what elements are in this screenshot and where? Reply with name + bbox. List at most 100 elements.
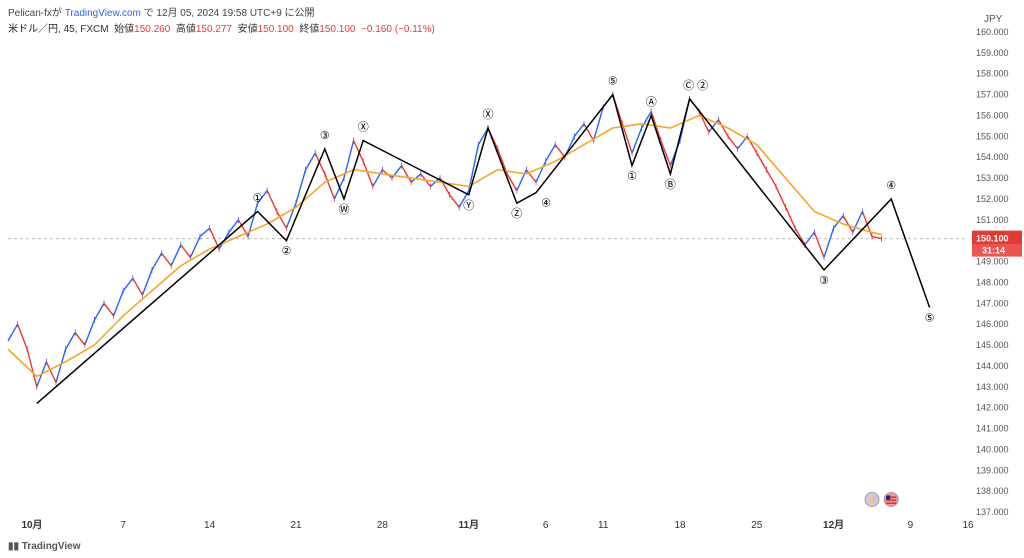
svg-text:28: 28 — [377, 520, 389, 531]
wave-label: Ⓑ — [665, 178, 676, 191]
svg-text:10月: 10月 — [21, 519, 42, 531]
price-segment — [757, 153, 767, 170]
svg-text:140.000: 140.000 — [976, 444, 1009, 454]
svg-text:25: 25 — [751, 520, 763, 531]
svg-text:141.000: 141.000 — [976, 424, 1009, 434]
svg-text:146.000: 146.000 — [976, 319, 1009, 329]
price-segment — [363, 161, 373, 186]
price-segment — [661, 141, 671, 166]
svg-text:7: 7 — [120, 520, 126, 531]
price-segment — [46, 362, 56, 383]
svg-text:137.000: 137.000 — [976, 507, 1009, 517]
x-tick: 21 — [290, 520, 302, 531]
price-segment — [8, 324, 18, 341]
price-segment — [286, 203, 296, 228]
wave-label: ④ — [541, 198, 551, 210]
price-segment — [766, 170, 776, 187]
wave-label: Ⓧ — [483, 108, 494, 121]
price-segment — [85, 320, 95, 345]
chart-svg[interactable]: 137.000 138.000 139.000 140.000 141.000 142.0… — [0, 0, 1024, 558]
x-tick: 7 — [120, 520, 126, 531]
y-tick: 149.000 — [976, 257, 1009, 267]
svg-text:160.000: 160.000 — [976, 27, 1009, 37]
price-segment — [536, 161, 546, 182]
x-tick: 10月 — [21, 519, 42, 531]
price-segment — [104, 303, 114, 316]
svg-text:⚡: ⚡ — [867, 494, 877, 504]
svg-text:154.000: 154.000 — [976, 152, 1009, 162]
price-segment — [114, 291, 124, 316]
y-tick: 147.000 — [976, 298, 1009, 308]
price-segment — [171, 245, 181, 266]
svg-text:145.000: 145.000 — [976, 340, 1009, 350]
svg-text:31:14: 31:14 — [982, 246, 1005, 256]
price-segment — [555, 145, 565, 158]
svg-text:14: 14 — [204, 520, 216, 531]
svg-text:158.000: 158.000 — [976, 69, 1009, 79]
wave-label: Ⓨ — [463, 199, 474, 212]
svg-text:6: 6 — [543, 520, 549, 531]
wave-label: ② — [281, 246, 291, 258]
svg-text:157.000: 157.000 — [976, 90, 1009, 100]
wave-label: Ⓐ — [646, 95, 657, 108]
y-unit: JPY — [984, 14, 1003, 25]
wave-label: ③ — [819, 275, 829, 287]
price-segment — [824, 228, 834, 257]
x-tick: 18 — [674, 520, 686, 531]
price-segment — [229, 220, 239, 233]
price-segment — [162, 253, 172, 266]
svg-text:16: 16 — [962, 520, 974, 531]
price-segment — [795, 228, 805, 245]
tradingview-watermark: ▮▮ TradingView — [8, 541, 81, 552]
svg-text:159.000: 159.000 — [976, 48, 1009, 58]
svg-text:152.000: 152.000 — [976, 194, 1009, 204]
svg-text:150.100: 150.100 — [976, 234, 1009, 244]
wave-label: ⑤ — [608, 76, 618, 88]
price-segment — [94, 303, 104, 320]
svg-text:142.000: 142.000 — [976, 403, 1009, 413]
y-tick: 137.000 — [976, 507, 1009, 517]
price-segment — [546, 145, 556, 162]
wave-label: ① — [253, 192, 263, 204]
x-tick: 25 — [751, 520, 763, 531]
svg-text:21: 21 — [290, 520, 302, 531]
wave-label: ① — [627, 171, 637, 183]
wave-label: Ⓧ — [358, 121, 369, 134]
x-tick: 6 — [543, 520, 549, 531]
x-tick: 28 — [377, 520, 389, 531]
x-tick: 11 — [598, 520, 609, 531]
price-segment — [814, 232, 824, 257]
svg-text:147.000: 147.000 — [976, 298, 1009, 308]
price-segment — [574, 124, 584, 137]
svg-text:18: 18 — [674, 520, 686, 531]
wave-label: ⑤ — [925, 312, 935, 324]
y-tick: 144.000 — [976, 361, 1009, 371]
wave-label: Ⓒ ② — [683, 79, 708, 92]
y-tick: 142.000 — [976, 403, 1009, 413]
y-tick: 153.000 — [976, 173, 1009, 183]
y-tick: 141.000 — [976, 424, 1009, 434]
elliott-wave-line — [37, 95, 930, 404]
wave-label: Ⓩ — [511, 207, 522, 220]
svg-text:12月: 12月 — [823, 519, 844, 531]
price-segment — [632, 128, 642, 153]
x-tick: 11月 — [459, 519, 480, 531]
wave-label: Ⓦ — [339, 203, 350, 216]
y-tick: 155.000 — [976, 131, 1009, 141]
y-tick: 157.000 — [976, 90, 1009, 100]
y-tick: 158.000 — [976, 69, 1009, 79]
price-segment — [450, 195, 460, 208]
price-segment — [325, 174, 335, 199]
price-segment — [66, 333, 76, 350]
moving-average — [8, 115, 882, 376]
event-flag-icon[interactable] — [884, 492, 898, 506]
y-tick: 160.000 — [976, 27, 1009, 37]
price-segment — [190, 237, 200, 258]
price-segment — [786, 207, 796, 228]
last-price-tag: 150.100 31:14 — [972, 231, 1022, 257]
event-flag-icon[interactable]: ⚡ — [865, 492, 879, 506]
y-tick: 140.000 — [976, 444, 1009, 454]
svg-text:138.000: 138.000 — [976, 486, 1009, 496]
price-segment — [306, 153, 316, 170]
y-tick: 139.000 — [976, 465, 1009, 475]
